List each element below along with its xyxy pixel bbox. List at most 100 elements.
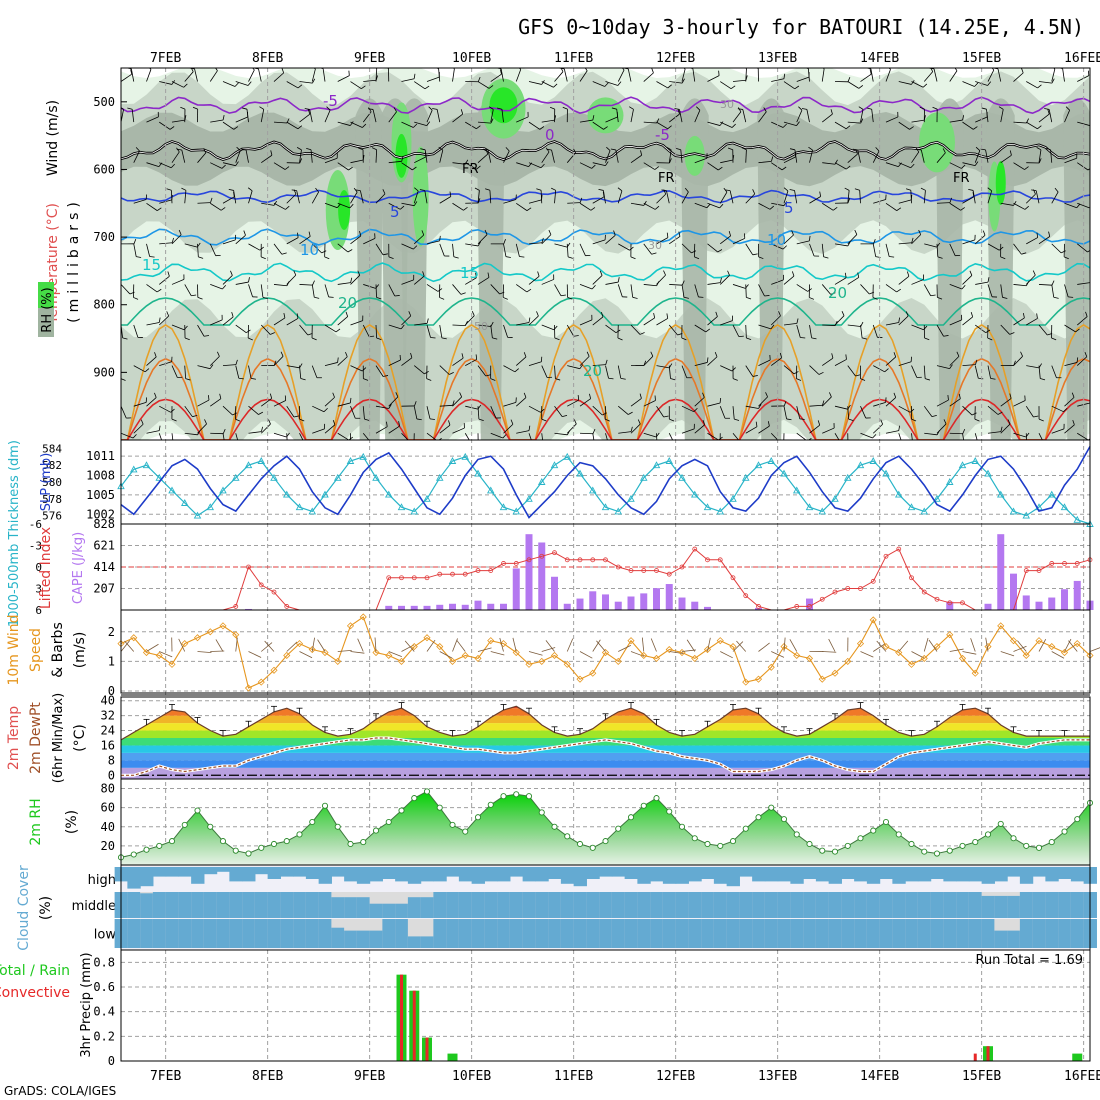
wind-barb-flag (841, 310, 845, 316)
rh2m-point (283, 838, 290, 845)
cloud-bar (650, 919, 664, 948)
wind-barb (822, 324, 836, 326)
rh2m-point (615, 825, 622, 832)
wind-barb-flag (906, 271, 910, 277)
wind-barb (758, 324, 772, 330)
wind-barb (643, 400, 656, 407)
wind-10m-barb (264, 640, 275, 652)
wind-barb (261, 398, 272, 407)
rh2m-point (627, 814, 635, 821)
rh2m-point (882, 818, 890, 826)
wind-barb (413, 275, 425, 285)
wind-speed-point (742, 678, 750, 686)
wind-barb-flag (410, 352, 413, 358)
wind-barb-flag (961, 164, 966, 169)
bottom-date-label: 15FEB (962, 1069, 1001, 1084)
wind-barb-flag (1022, 312, 1025, 319)
wind-barb (885, 430, 899, 434)
wind-barb (146, 243, 151, 257)
wind-barb (1051, 68, 1056, 82)
rh2m-point (602, 838, 609, 845)
wind-barb-flag (832, 207, 838, 211)
wind-barb (719, 406, 726, 419)
rh2m-point (181, 821, 188, 828)
wind-barb-flag (171, 237, 174, 243)
rh2m-point (207, 823, 214, 830)
wind-barb-flag (603, 126, 608, 130)
wind-barb-flag (896, 207, 902, 211)
bottom-date-label: 8FEB (252, 1069, 283, 1084)
rh2m-point (691, 835, 698, 842)
rh2m-point (143, 846, 150, 853)
wind-barb (554, 284, 562, 296)
wind-barb-flag (875, 147, 880, 152)
wind-barb (847, 406, 850, 420)
wind-speed-point (1060, 648, 1069, 657)
wind-barb (1038, 365, 1041, 379)
wind-barb-flag (845, 354, 847, 360)
rh2m-point (1061, 828, 1068, 835)
wind-barb (707, 202, 720, 209)
wind-barb-flag (1013, 200, 1017, 206)
wind-barb-flag (548, 229, 552, 235)
wind-barb (337, 316, 348, 326)
cloud-bar (650, 892, 664, 918)
wind-barb (273, 317, 286, 326)
thickness-point (384, 490, 393, 498)
wind-barb-flag (731, 123, 736, 128)
rh2m-point (270, 840, 278, 848)
wind-barb (898, 199, 912, 204)
wind-barb (783, 81, 795, 90)
cloud-bar (1032, 919, 1046, 948)
cape-bar (665, 584, 673, 610)
wind-barb (771, 279, 784, 285)
rh-very-high-blob (995, 160, 1006, 205)
wind-barb-flag (755, 421, 758, 427)
wind-speed-point (448, 657, 457, 665)
wind-barb (490, 109, 494, 123)
wind-barb (516, 322, 530, 326)
wind-barb (286, 237, 299, 245)
wind-barb (745, 193, 756, 204)
wind-barb-flag (962, 115, 965, 121)
wind-barb-flag (371, 442, 376, 444)
cloud-bar (688, 892, 702, 918)
wind-speed-point (716, 637, 724, 645)
thickness-point (129, 465, 138, 473)
wind-10m-barb (299, 651, 313, 659)
wind-barb (605, 150, 611, 163)
wind-barb-flag (262, 296, 268, 299)
wind-barb (720, 159, 734, 164)
wind-barb-flag (476, 125, 481, 130)
contour-plus15 (121, 262, 1090, 283)
wind-10m-barb (630, 651, 645, 657)
cloud-bar (968, 919, 983, 948)
cloud-bar (395, 903, 409, 918)
cloud-bar (229, 919, 243, 948)
wind-barb (1013, 243, 1022, 255)
wind-barb-flag (905, 311, 909, 317)
wind-barb (794, 149, 798, 163)
wind-barb-flag (209, 364, 214, 369)
wind-barb (563, 68, 568, 82)
wind-barb (260, 109, 265, 123)
wind-barb-flag (1044, 108, 1050, 110)
wind-barb-flag (484, 229, 488, 235)
wind-barb (974, 150, 981, 163)
wind-barb-flag (297, 232, 299, 238)
rh2m-point (130, 851, 137, 858)
wind-barb-flag (1097, 271, 1099, 276)
cloud-bar (573, 892, 587, 918)
wind-barb (503, 365, 516, 373)
y-axis-ticks: 5006007008009001011100810051002584582580… (29, 95, 127, 1068)
wind-speed-point (907, 660, 916, 668)
wind-barb (1051, 284, 1055, 298)
cloud-high-bar (1058, 867, 1072, 879)
panel-frame (120, 439, 1091, 525)
wind-barb (975, 324, 986, 334)
wind-barb (311, 243, 322, 254)
cloud-bar (280, 919, 294, 948)
wind-barb (1089, 122, 1090, 123)
wind-barb-flag (505, 147, 510, 152)
rh2m-point (423, 788, 431, 795)
